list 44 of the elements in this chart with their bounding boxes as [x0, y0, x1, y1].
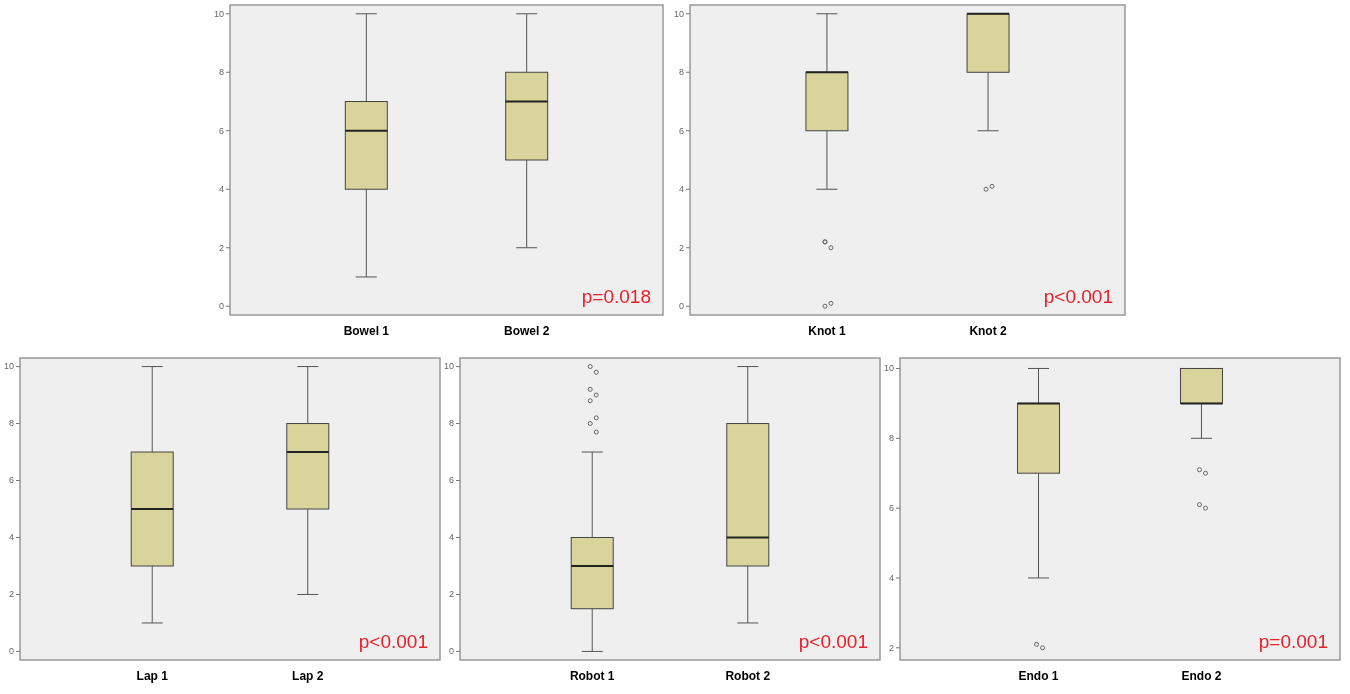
y-tick-label: 4	[8, 532, 14, 543]
y-tick-label: 2	[678, 242, 684, 253]
y-tick-label: 0	[8, 646, 14, 657]
y-tick-label: 8	[218, 67, 224, 78]
x-tick-label: Endo 1	[1018, 669, 1059, 683]
y-tick-label: 8	[678, 67, 684, 78]
x-tick-label: Robot 1	[569, 669, 615, 683]
y-tick-label: 0	[218, 301, 224, 312]
y-tick-label: 6	[8, 475, 14, 486]
x-tick-label: Bowel 2	[504, 324, 550, 338]
x-tick-label: Lap 2	[292, 669, 324, 683]
y-tick-label: 10	[3, 361, 14, 372]
y-tick-label: 4	[218, 184, 224, 195]
annotation: p<0.001	[358, 631, 428, 652]
y-tick-label: 10	[443, 361, 454, 372]
y-tick-label: 6	[448, 475, 454, 486]
y-tick-label: 8	[448, 418, 454, 429]
y-tick-label: 6	[218, 125, 224, 136]
annotation: p=0.001	[1258, 631, 1328, 652]
y-tick-label: 0	[448, 646, 454, 657]
y-tick-label: 10	[673, 8, 684, 19]
y-tick-label: 4	[678, 184, 684, 195]
y-tick-label: 4	[888, 572, 894, 583]
y-tick-label: 0	[678, 301, 684, 312]
y-tick-label: 8	[888, 433, 894, 444]
annotation: p<0.001	[1043, 286, 1113, 307]
x-tick-label: Robot 2	[725, 669, 771, 683]
y-tick-label: 6	[678, 125, 684, 136]
x-tick-label: Knot 2	[969, 324, 1008, 338]
x-tick-label: Endo 2	[1181, 669, 1222, 683]
x-tick-label: Lap 1	[136, 669, 169, 683]
annotation: p<0.001	[798, 631, 868, 652]
y-tick-label: 2	[448, 589, 454, 600]
y-tick-label: 4	[448, 532, 454, 543]
y-tick-label: 2	[218, 242, 224, 253]
y-tick-label: 10	[213, 8, 224, 19]
y-tick-label: 2	[8, 589, 14, 600]
y-tick-label: 6	[888, 503, 894, 514]
y-tick-label: 8	[8, 418, 14, 429]
y-tick-label: 2	[888, 642, 894, 653]
x-tick-label: Knot 1	[808, 324, 846, 338]
annotation: p=0.018	[581, 286, 651, 307]
y-tick-label: 10	[883, 363, 894, 374]
x-tick-label: Bowel 1	[343, 324, 390, 338]
